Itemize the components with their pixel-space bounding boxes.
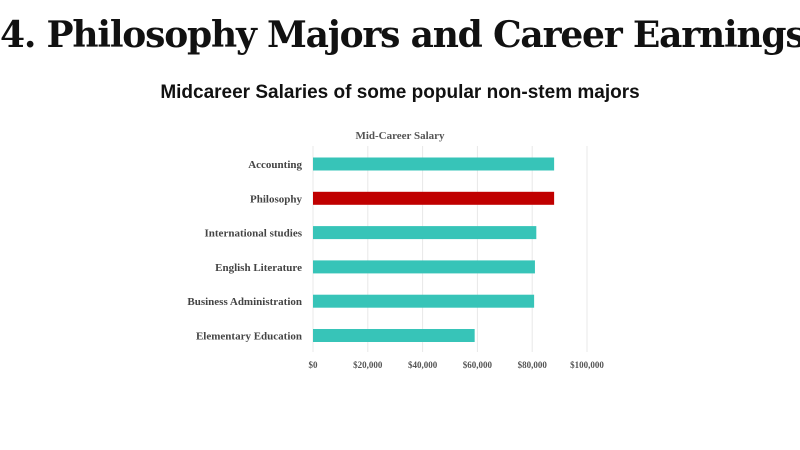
x-tick-label: $20,000 bbox=[353, 360, 383, 370]
x-tick-label: $100,000 bbox=[570, 360, 604, 370]
bar-international-studies bbox=[313, 226, 537, 240]
x-tick-label: $60,000 bbox=[463, 360, 493, 370]
category-label: Philosophy bbox=[250, 193, 302, 205]
bar-accounting bbox=[313, 157, 555, 171]
category-label: Business Administration bbox=[187, 296, 302, 308]
bar-english-literature bbox=[313, 260, 535, 274]
bar-business-administration bbox=[313, 294, 535, 308]
chart-title: Mid-Career Salary bbox=[355, 130, 445, 142]
x-tick-label: $80,000 bbox=[518, 360, 548, 370]
x-tick-label: $0 bbox=[309, 360, 319, 370]
bar-philosophy bbox=[313, 191, 555, 205]
category-label: International studies bbox=[205, 228, 303, 240]
slide-title: 4. Philosophy Majors and Career Earnings bbox=[0, 14, 800, 56]
bar-elementary-education bbox=[313, 329, 475, 342]
x-tick-label: $40,000 bbox=[408, 360, 438, 370]
slide-subtitle: Midcareer Salaries of some popular non-s… bbox=[160, 82, 640, 103]
category-label: Accounting bbox=[248, 159, 302, 171]
category-label: Elementary Education bbox=[196, 331, 302, 343]
category-label: English Literature bbox=[215, 262, 302, 274]
